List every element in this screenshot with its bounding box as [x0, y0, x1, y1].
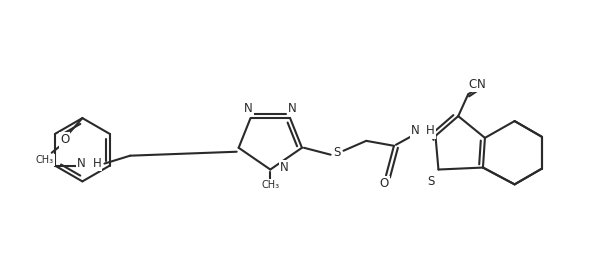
Text: N: N [280, 161, 288, 174]
Text: O: O [380, 177, 389, 190]
Text: N: N [477, 78, 485, 91]
Text: N: N [77, 157, 86, 170]
Text: CH₃: CH₃ [261, 180, 280, 190]
Text: S: S [333, 146, 340, 159]
Text: N: N [411, 124, 420, 137]
Text: CH₃: CH₃ [36, 155, 54, 165]
Text: N: N [288, 102, 296, 115]
Text: N: N [244, 102, 253, 115]
Text: S: S [427, 175, 434, 188]
Text: C: C [468, 78, 476, 91]
Text: H: H [426, 124, 434, 137]
Text: H: H [92, 157, 101, 170]
Text: O: O [60, 133, 69, 146]
